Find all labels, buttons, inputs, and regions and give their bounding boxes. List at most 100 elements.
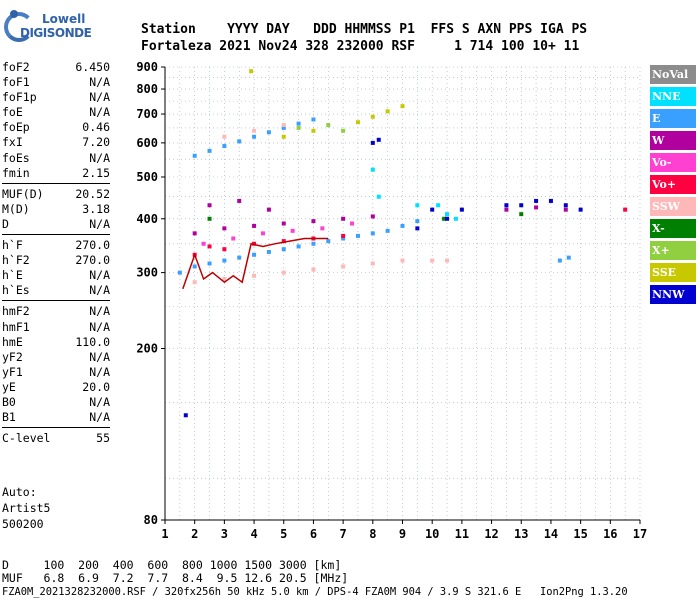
param-name: hmF2 bbox=[2, 304, 30, 319]
param-value: N/A bbox=[89, 90, 110, 105]
param-row: foEp 0.46 bbox=[2, 120, 110, 135]
y-tick-label: 600 bbox=[136, 136, 158, 150]
data-point bbox=[415, 226, 420, 231]
x-tick-label: 4 bbox=[250, 527, 257, 541]
param-row: MUF(D) 20.52 bbox=[2, 187, 110, 202]
param-value: 270.0 bbox=[75, 253, 110, 268]
param-name: MUF(D) bbox=[2, 186, 44, 201]
param-name: h`F2 bbox=[2, 253, 30, 268]
data-point bbox=[260, 231, 265, 236]
data-point bbox=[252, 252, 257, 257]
x-tick-label: 3 bbox=[221, 527, 228, 541]
data-point bbox=[376, 194, 381, 199]
param-row: fxI 7.20 bbox=[2, 135, 110, 150]
data-point bbox=[252, 128, 257, 133]
x-tick-label: 12 bbox=[484, 527, 498, 541]
data-point bbox=[563, 203, 568, 208]
file-status-line: FZA0M_2021328232000.RSF / 320fx256h 50 k… bbox=[2, 586, 628, 598]
param-row: D N/A bbox=[2, 217, 110, 232]
param-name: foEp bbox=[2, 120, 30, 135]
param-name: foF2 bbox=[2, 60, 30, 74]
param-row: hmE 110.0 bbox=[2, 335, 110, 350]
data-point bbox=[563, 207, 568, 212]
data-point bbox=[430, 258, 435, 263]
data-point bbox=[504, 203, 509, 208]
data-point bbox=[192, 280, 197, 285]
y-tick-label: 900 bbox=[136, 60, 158, 74]
param-value: N/A bbox=[89, 268, 110, 283]
data-point bbox=[566, 255, 571, 260]
data-point bbox=[385, 228, 390, 233]
param-name: foEs bbox=[2, 150, 30, 165]
header-values: Fortaleza 2021 Nov24 328 232000 RSF 1 71… bbox=[141, 39, 580, 54]
data-point bbox=[534, 205, 539, 210]
y-tick-label: 80 bbox=[144, 513, 158, 527]
param-value: N/A bbox=[89, 283, 110, 298]
data-point bbox=[266, 207, 271, 212]
param-value: N/A bbox=[89, 216, 110, 231]
data-point bbox=[290, 228, 295, 233]
data-point bbox=[183, 413, 188, 418]
data-point bbox=[519, 212, 524, 217]
autoscaling-info: Auto: Artist5 500200 bbox=[2, 484, 50, 532]
data-point bbox=[355, 120, 360, 125]
data-point bbox=[296, 125, 301, 130]
data-point bbox=[355, 233, 360, 238]
data-point bbox=[207, 203, 212, 208]
param-row: B0 N/A bbox=[2, 395, 110, 410]
data-point bbox=[341, 128, 346, 133]
param-row: C-level 55 bbox=[2, 431, 110, 446]
data-point bbox=[320, 226, 325, 231]
param-value: 6.450 bbox=[75, 60, 110, 74]
data-point bbox=[207, 216, 212, 221]
data-point bbox=[207, 148, 212, 153]
x-tick-label: 15 bbox=[573, 527, 587, 541]
param-value: N/A bbox=[89, 75, 110, 90]
param-value: 3.18 bbox=[82, 201, 110, 216]
param-group: foF2 6.450 foF1 N/A foF1p N/A foE N/A foEp 0.46 fx… bbox=[2, 60, 110, 184]
param-row: hmF1 N/A bbox=[2, 320, 110, 335]
param-name: h`F bbox=[2, 238, 23, 253]
data-point bbox=[222, 276, 227, 281]
data-point bbox=[326, 123, 331, 128]
data-point bbox=[281, 221, 286, 226]
param-name: foF1 bbox=[2, 75, 30, 90]
x-tick-label: 9 bbox=[399, 527, 406, 541]
x-tick-label: 5 bbox=[280, 527, 287, 541]
data-point bbox=[341, 236, 346, 241]
data-point bbox=[237, 198, 242, 203]
data-point bbox=[281, 123, 286, 128]
param-name: fmin bbox=[2, 165, 30, 180]
data-point bbox=[370, 214, 375, 219]
footer-muf: MUF 6.8 6.9 7.2 7.7 8.4 9.5 12.6 20.5 [M… bbox=[2, 571, 349, 585]
data-point bbox=[207, 261, 212, 266]
x-tick-label: 10 bbox=[425, 527, 439, 541]
legend-item: NNE bbox=[650, 87, 696, 106]
data-point bbox=[311, 267, 316, 272]
auto-version: 500200 bbox=[2, 517, 44, 531]
data-point bbox=[237, 139, 242, 144]
data-point bbox=[252, 134, 257, 139]
data-point bbox=[311, 219, 316, 224]
param-row: B1 N/A bbox=[2, 410, 110, 425]
data-point bbox=[436, 203, 441, 208]
legend-item: NoVal bbox=[650, 65, 696, 84]
param-value: N/A bbox=[89, 304, 110, 319]
param-group: MUF(D) 20.52 M(D) 3.18 D N/A bbox=[2, 187, 110, 236]
legend-item: SSE bbox=[650, 263, 696, 282]
data-point bbox=[201, 241, 206, 246]
param-group: C-level 55 bbox=[2, 431, 110, 448]
param-value: 0.46 bbox=[82, 120, 110, 135]
data-point bbox=[557, 258, 562, 263]
param-row: yF1 N/A bbox=[2, 365, 110, 380]
param-name: M(D) bbox=[2, 201, 30, 216]
param-value: 270.0 bbox=[75, 238, 110, 253]
param-row: h`Es N/A bbox=[2, 283, 110, 298]
param-row: M(D) 3.18 bbox=[2, 202, 110, 217]
param-row: h`F 270.0 bbox=[2, 238, 110, 253]
data-point bbox=[578, 207, 583, 212]
param-row: hmF2 N/A bbox=[2, 304, 110, 319]
data-point bbox=[192, 153, 197, 158]
data-point bbox=[177, 270, 182, 275]
param-row: yE 20.0 bbox=[2, 380, 110, 395]
